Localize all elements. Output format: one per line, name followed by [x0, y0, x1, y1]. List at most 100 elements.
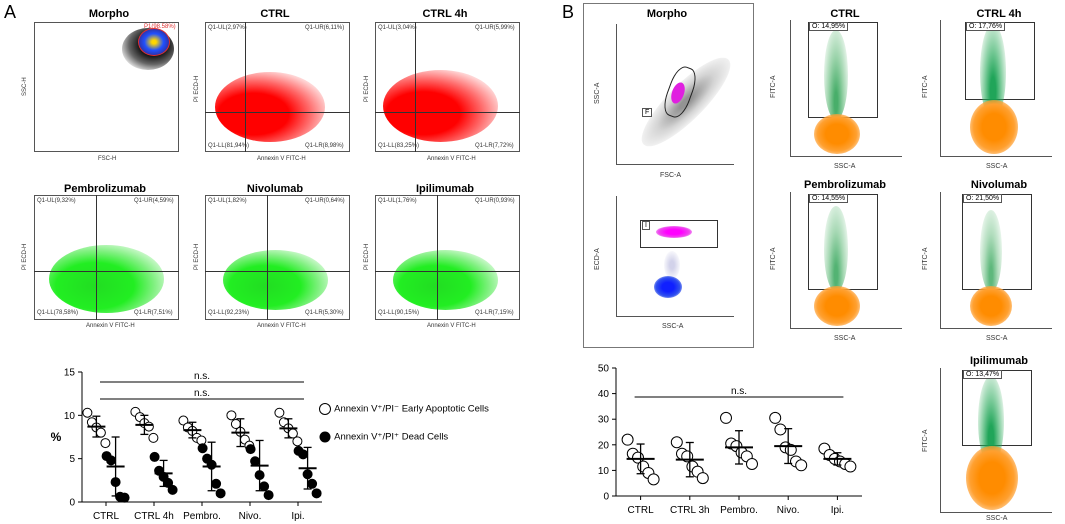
data-point: [119, 492, 130, 503]
y-axis-line: [940, 368, 941, 512]
plot-title: Pembrolizumab: [64, 183, 146, 195]
y-axis-label: FITC-A: [922, 429, 929, 452]
y-tick-label: 15: [64, 368, 76, 379]
gate-i-label: I: [642, 221, 650, 230]
p1-gate: [138, 28, 170, 56]
panel-a-letter: A: [4, 2, 17, 22]
quadrant-ll: Q1-LL(90,15%): [378, 310, 420, 316]
x-axis-label: SSC-A: [986, 335, 1008, 342]
magenta-population: [656, 226, 692, 238]
y-axis-label: PI ECD-H: [194, 75, 200, 102]
b-nivo-plot: O: 21,50% SSC-A: [940, 192, 1052, 342]
y-axis-label: PI ECD-H: [22, 243, 28, 270]
x-axis-label: Annexin V FITC-H: [427, 323, 476, 329]
data-point: [307, 478, 318, 489]
x-axis-label: Annexin V FITC-H: [86, 323, 135, 329]
y-axis-line: [790, 20, 791, 156]
x-tick-label: Nivo.: [777, 505, 800, 516]
gate-o-label: O: 21,50%: [963, 194, 1003, 203]
legend-filled-label: Annexin V⁺/PI⁺ Dead Cells: [334, 431, 449, 443]
x-tick-label: Nivo.: [239, 511, 262, 522]
x-tick-label: Pembro.: [183, 511, 221, 522]
orange-population: [814, 286, 860, 326]
morpho-b-bottom-plot: I SSC-A: [616, 196, 734, 330]
y-tick-label: 10: [598, 466, 610, 477]
quadrant-ur: Q1-UR(6,11%): [305, 25, 345, 31]
y-axis-line: [940, 20, 941, 156]
panel-b-letter: B: [562, 2, 575, 22]
significance-label: n.s.: [194, 371, 210, 382]
plot-frame: [34, 195, 179, 320]
gate-o-label: O: 17,76%: [966, 22, 1006, 31]
x-axis-label: SSC-A: [986, 163, 1008, 170]
green-population: [980, 210, 1002, 292]
plot-title: Ipilimumab: [969, 355, 1029, 367]
quadrant-ul: Q1-UL(1,76%): [378, 198, 417, 204]
plot-title: CTRL 4h: [976, 8, 1022, 20]
y-tick-label: 0: [603, 492, 609, 503]
data-point: [250, 456, 261, 467]
quadrant-lr: Q1-LR(7,15%): [475, 310, 514, 316]
y-tick-label: 10: [64, 411, 76, 422]
gate-o-label: O: 13,47%: [963, 370, 1003, 379]
cell-cloud: [215, 72, 325, 142]
orange-population: [966, 446, 1018, 510]
data-point: [143, 421, 154, 432]
quadrant-line-vertical: [245, 22, 246, 152]
data-point: [263, 490, 274, 501]
quadrant-line-horizontal: [205, 112, 350, 113]
quadrant-ul: Q1-UL(9,32%): [37, 198, 76, 204]
b-ctrl4h-plot: O: 17,76% SSC-A: [940, 20, 1052, 170]
plot-title: Ipilimumab: [415, 183, 475, 195]
y-tick-label: 30: [598, 415, 610, 426]
x-tick-label: CTRL 3h: [670, 505, 710, 516]
plot-title: CTRL: [830, 8, 860, 20]
data-point: [245, 444, 256, 455]
data-point: [197, 443, 208, 454]
y-axis-label: FITC-A: [770, 75, 777, 98]
x-axis-line: [940, 512, 1052, 513]
open-circle-icon: [319, 403, 331, 415]
plot-title: CTRL: [260, 8, 290, 20]
green-population: [824, 30, 848, 120]
x-axis-label: SSC-A: [986, 515, 1008, 522]
plot-title: Nivolumab: [246, 183, 304, 195]
plot-frame: [205, 22, 350, 152]
x-axis-label: FSC-H: [98, 156, 117, 162]
quadrant-line-horizontal: [375, 112, 520, 113]
legend-open-label: Annexin V⁺/PI⁻ Early Apoptotic Cells: [334, 403, 489, 415]
data-point: [211, 478, 222, 489]
cell-cloud: [223, 250, 328, 310]
x-axis-line: [940, 156, 1052, 157]
data-point: [311, 488, 322, 499]
y-tick-label: 5: [69, 454, 75, 465]
y-axis-label: FITC-A: [922, 75, 929, 98]
y-axis-label: PI ECD-H: [364, 243, 370, 270]
data-point: [226, 410, 237, 421]
cell-cloud: [49, 245, 164, 313]
x-axis-label: Annexin V FITC-H: [427, 156, 476, 162]
cell-cloud: [383, 70, 498, 142]
plot-title: Morpho: [646, 8, 688, 20]
x-axis-label: Annexin V FITC-H: [257, 156, 306, 162]
quadrant-lr: Q1-LR(5,30%): [305, 310, 344, 316]
x-tick-label: CTRL 4h: [134, 511, 174, 522]
cell-cloud: [393, 250, 498, 310]
data-point: [696, 472, 709, 485]
y-axis-line: [940, 192, 941, 328]
x-axis-label: Annexin V FITC-H: [257, 323, 306, 329]
y-axis-label: FITC-A: [922, 247, 929, 270]
quadrant-lr: Q1-LR(7,51%): [134, 310, 173, 316]
panel-b-scatter-chart: 0 10 20 30 40 50 CTRL CTRL 3h Pembro. Nivo. Ipi. n.…: [598, 364, 862, 516]
x-axis-line: [616, 164, 734, 165]
y-axis-label: PI ECD-H: [364, 75, 370, 102]
plot-frame: [375, 195, 520, 320]
plot-frame: [34, 22, 179, 152]
quadrant-ul: Q1-UL(3,04%): [378, 25, 417, 31]
y-tick-label: 40: [598, 389, 610, 400]
morpho-b-top-plot: F FSC-A: [616, 24, 742, 179]
quadrant-lr: Q1-LR(8,98%): [305, 143, 344, 149]
y-axis-title: %: [51, 430, 62, 444]
data-point: [95, 427, 106, 438]
x-tick-label: CTRL: [93, 511, 120, 522]
